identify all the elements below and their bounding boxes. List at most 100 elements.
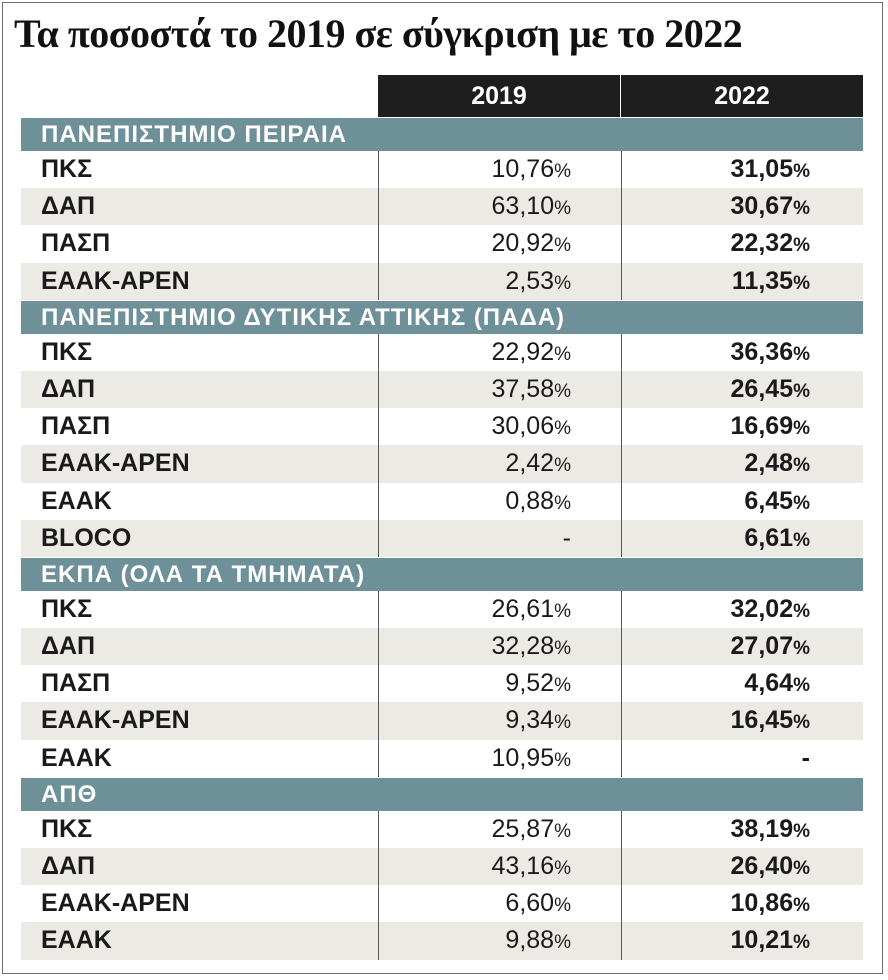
percent-sign: % <box>793 418 810 440</box>
table-row: ΕΑΑΚ-ΑΡΕΝ 2,42% 2,48% <box>21 445 863 483</box>
table-row: ΕΑΑΚ 0,88% 6,45% <box>21 482 863 520</box>
value-2019: 9,34% <box>378 702 571 740</box>
party-label: ΕΑΑΚ-ΑΡΕΝ <box>41 889 190 918</box>
value-2019: 10,95% <box>378 739 571 777</box>
percent-sign: % <box>554 235 571 257</box>
table-row: ΠΚΣ 26,61% 32,02% <box>21 590 863 629</box>
table-row: ΕΑΑΚ-ΑΡΕΝ 9,34% 16,45% <box>21 702 863 740</box>
value-2022: 2,48% <box>621 445 810 483</box>
table-row: ΔΑΠ 43,16% 26,40% <box>21 848 863 886</box>
value-2019: 37,58% <box>378 370 571 409</box>
value-number: 30,67 <box>730 192 794 221</box>
percent-sign: % <box>793 343 810 365</box>
value-2019: 6,60% <box>378 885 571 923</box>
value-2022: 32,02% <box>621 590 810 629</box>
percent-sign: % <box>793 712 810 734</box>
value-2019: 9,88% <box>378 922 571 960</box>
party-label: ΠΚΣ <box>41 155 93 183</box>
percent-sign: % <box>554 712 571 734</box>
percent-sign: % <box>554 380 571 402</box>
percent-sign: % <box>793 492 810 514</box>
percent-sign: % <box>793 235 810 257</box>
value-number: 10,95 <box>491 743 555 772</box>
value-number: 25,87 <box>491 814 555 843</box>
party-label: ΔΑΠ <box>41 632 96 661</box>
value-number: 6,45 <box>744 486 794 515</box>
percent-sign: % <box>554 272 571 294</box>
value-number: 26,45 <box>730 374 794 403</box>
table-row: ΕΑΑΚ 9,88% 10,21% <box>21 922 863 960</box>
value-number: 37,58 <box>491 374 555 403</box>
percent-sign: % <box>793 380 810 402</box>
party-label: ΠΚΣ <box>41 337 93 366</box>
value-number: 2,42 <box>505 449 555 478</box>
value-2022: 10,86% <box>621 885 810 923</box>
value-2022: 31,05% <box>621 151 810 189</box>
percent-sign: % <box>554 638 571 660</box>
party-label: ΔΑΠ <box>41 374 96 403</box>
value-number: 16,69 <box>730 412 794 441</box>
value-number: 10,21 <box>730 926 794 955</box>
value-2022: 22,32% <box>621 225 810 263</box>
value-number: 31,05 <box>730 155 794 183</box>
value-number: 26,40 <box>730 852 794 880</box>
value-number: 11,35 <box>731 266 794 295</box>
value-number: - <box>801 743 810 772</box>
section-header: ΕΚΠΑ (ΟΛΑ ΤΑ ΤΜΗΜΑΤΑ) <box>21 557 863 591</box>
value-number: 2,53 <box>505 266 555 295</box>
value-2022: 27,07% <box>621 628 810 666</box>
value-number: 32,28 <box>491 632 555 661</box>
percent-sign: % <box>793 161 810 182</box>
party-label: ΔΑΠ <box>41 192 96 221</box>
table-row: ΔΑΠ 63,10% 30,67% <box>21 188 863 226</box>
percent-sign: % <box>793 600 810 622</box>
chart-title: Τα ποσοστά το 2019 σε σύγκριση με το 202… <box>14 11 743 56</box>
results-table: 2019 2022 ΠΑΝΕΠΙΣΤΗΜΙΟ ΠΕΙΡΑΙΑ ΠΚΣ 10,76% 3… <box>21 75 863 960</box>
percent-sign: % <box>793 895 810 917</box>
value-2019: 30,06% <box>378 408 571 446</box>
value-2022: 16,69% <box>621 408 810 446</box>
percent-sign: % <box>554 600 571 622</box>
value-2019: 32,28% <box>378 628 571 666</box>
table-row: ΕΑΑΚ 10,95% - <box>21 739 863 777</box>
value-2022: 26,40% <box>621 848 810 886</box>
table-row: BLOCO - 6,61% <box>21 519 863 557</box>
percent-sign: % <box>554 161 571 182</box>
value-2022: 26,45% <box>621 370 810 409</box>
percent-sign: % <box>554 455 571 477</box>
percent-sign: % <box>793 455 810 477</box>
section-header: ΠΑΝΕΠΙΣΤΗΜΙΟ ΠΕΙΡΑΙΑ <box>21 118 863 151</box>
percent-sign: % <box>793 820 810 842</box>
table-row: ΔΑΠ 37,58% 26,45% <box>21 370 863 409</box>
percent-sign: % <box>554 675 571 697</box>
value-number: 63,10 <box>491 192 555 221</box>
table-row: ΕΑΑΚ-ΑΡΕΝ 2,53% 11,35% <box>21 262 863 300</box>
value-2019: 26,61% <box>378 590 571 629</box>
value-number: 6,61 <box>744 523 794 552</box>
column-header-2022: 2022 <box>621 75 863 117</box>
value-2019: 63,10% <box>378 188 571 226</box>
party-label: ΕΑΑΚ-ΑΡΕΝ <box>41 706 190 735</box>
value-2019: - <box>378 519 571 557</box>
value-number: 27,07 <box>730 632 794 661</box>
party-label: ΕΑΑΚ <box>41 926 112 955</box>
party-label: ΕΑΑΚ-ΑΡΕΝ <box>41 449 190 478</box>
percent-sign: % <box>793 529 810 551</box>
percent-sign: % <box>793 675 810 697</box>
value-2019: 2,53% <box>378 262 571 300</box>
value-number: 4,64 <box>744 669 794 698</box>
percent-sign: % <box>554 820 571 842</box>
table-row: ΠΚΣ 25,87% 38,19% <box>21 810 863 848</box>
value-2022: 6,45% <box>621 482 810 520</box>
table-row: ΕΑΑΚ-ΑΡΕΝ 6,60% 10,86% <box>21 885 863 923</box>
party-label: ΔΑΠ <box>41 852 96 880</box>
value-number: 26,61 <box>491 594 555 623</box>
value-number: 9,88 <box>505 926 555 955</box>
value-number: 10,86 <box>730 889 794 918</box>
value-2022: 16,45% <box>621 702 810 740</box>
value-2019: 9,52% <box>378 665 571 703</box>
value-2019: 10,76% <box>378 151 571 189</box>
percent-sign: % <box>793 638 810 660</box>
table-row: ΠΚΣ 22,92% 36,36% <box>21 333 863 371</box>
value-number: 9,52 <box>505 669 555 698</box>
